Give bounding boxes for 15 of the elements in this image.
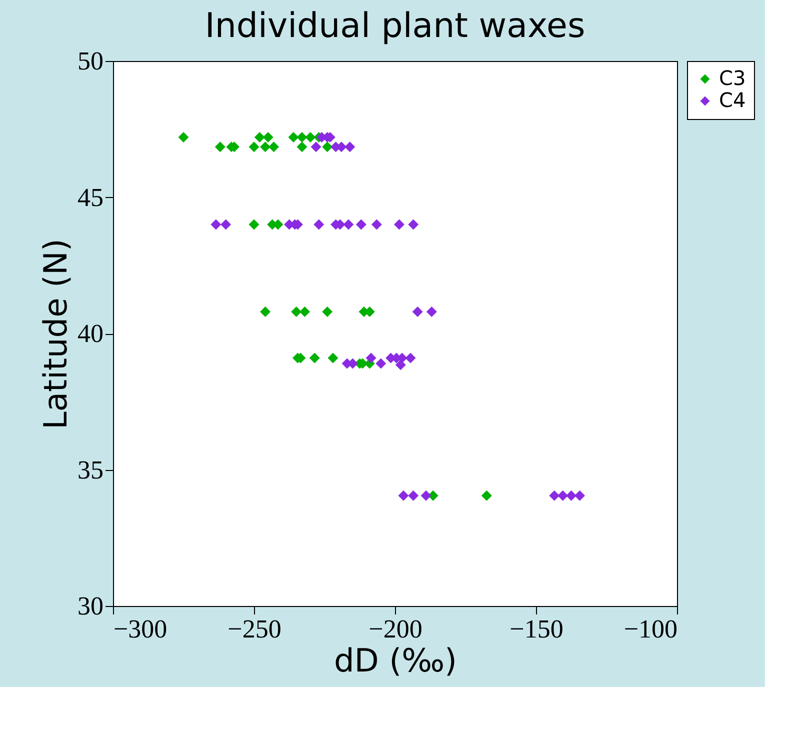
y-tick-label: 45 <box>78 182 104 212</box>
x-tick-label: −300 <box>114 614 168 644</box>
x-tick-label: −100 <box>624 614 678 644</box>
x-tick-label: −200 <box>368 614 422 644</box>
y-tick-label: 30 <box>78 592 104 620</box>
x-axis-title: dD (‰) <box>334 642 458 680</box>
y-tick-label: 35 <box>78 455 104 484</box>
x-tick-label: −150 <box>510 614 564 644</box>
legend-label: C4 <box>719 88 746 112</box>
legend-label: C3 <box>719 66 746 90</box>
chart-title: Individual plant waxes <box>204 6 586 46</box>
y-tick-label: 50 <box>78 46 104 76</box>
x-tick-label: −250 <box>228 614 282 644</box>
y-axis-title: Latitude (N) <box>36 238 74 430</box>
y-tick-label: 40 <box>78 319 104 348</box>
